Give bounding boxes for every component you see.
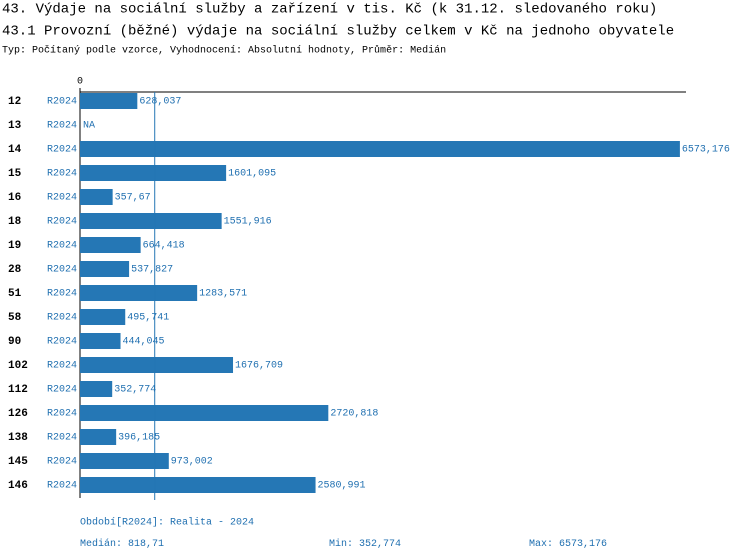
data-label: 2720,818: [330, 409, 378, 420]
category-label: 58: [8, 312, 22, 324]
series-label: R2024: [47, 241, 77, 252]
description: Typ: Počítaný podle vzorce, Vyhodnocení:…: [2, 44, 446, 57]
data-label: 973,002: [171, 457, 213, 468]
data-label: 1283,571: [199, 289, 247, 300]
series-label: R2024: [47, 385, 77, 396]
series-label: R2024: [47, 121, 77, 132]
series-label: R2024: [47, 361, 77, 372]
bar: [80, 309, 126, 325]
data-label: 396,185: [118, 433, 160, 444]
category-label: 13: [8, 120, 22, 132]
category-label: 18: [8, 216, 22, 228]
series-label: R2024: [47, 97, 77, 108]
series-label: R2024: [47, 337, 77, 348]
category-label: 14: [8, 144, 22, 156]
category-label: 146: [8, 480, 28, 492]
bar: [80, 189, 113, 205]
data-label: 1676,709: [235, 361, 283, 372]
data-label: 495,741: [127, 313, 169, 324]
bar: [80, 453, 169, 469]
data-label: NA: [83, 121, 95, 132]
series-label: R2024: [47, 481, 77, 492]
data-label: 1601,095: [228, 169, 276, 180]
series-label: R2024: [47, 265, 77, 276]
category-label: 12: [8, 96, 21, 108]
category-label: 90: [8, 336, 21, 348]
bar: [80, 357, 234, 373]
bar: [80, 333, 121, 349]
category-label: 138: [8, 432, 28, 444]
median-stat: Medián: 818,71: [80, 538, 164, 550]
data-label: 664,418: [143, 241, 185, 252]
bar: [80, 93, 138, 109]
bar: [80, 261, 130, 277]
series-label: R2024: [47, 433, 77, 444]
min-label: Min:: [329, 538, 353, 550]
series-label: R2024: [47, 313, 77, 324]
min-stat: Min: 352,774: [329, 538, 401, 550]
bar: [80, 477, 316, 493]
bar: [80, 405, 329, 421]
data-label: 357,67: [115, 193, 151, 204]
bar: [80, 429, 117, 445]
category-label: 16: [8, 192, 21, 204]
category-label: 145: [8, 456, 28, 468]
chart-title: 43. Výdaje na sociální služby a zařízení…: [2, 2, 657, 18]
data-label: 1551,916: [224, 217, 272, 228]
series-label: R2024: [47, 289, 77, 300]
category-label: 28: [8, 264, 22, 276]
bar: [80, 237, 141, 253]
data-label: 2580,991: [318, 481, 366, 492]
bar: [80, 165, 227, 181]
data-label: 444,045: [123, 337, 165, 348]
median-value: 818,71: [128, 539, 164, 550]
category-label: 112: [8, 384, 28, 396]
x-tick-label: 0: [77, 77, 83, 88]
data-label: 6573,176: [682, 145, 730, 156]
max-label: Max:: [529, 539, 553, 550]
min-value: 352,774: [359, 539, 401, 550]
chart-subtitle: 43.1 Provozní (běžné) výdaje na sociální…: [2, 24, 674, 40]
period-note: Období[R2024]: Realita - 2024: [80, 517, 254, 529]
bar: [80, 213, 222, 229]
data-label: 537,827: [131, 265, 173, 276]
max-value: 6573,176: [559, 539, 607, 550]
series-label: R2024: [47, 145, 77, 156]
series-label: R2024: [47, 193, 77, 204]
bar: [80, 285, 198, 301]
bar: [80, 141, 680, 157]
series-label: R2024: [47, 217, 77, 228]
series-label: R2024: [47, 169, 77, 180]
data-label: 352,774: [114, 385, 156, 396]
max-stat: Max: 6573,176: [529, 539, 607, 550]
category-label: 126: [8, 408, 28, 420]
category-label: 19: [8, 240, 21, 252]
data-label: 628,037: [139, 97, 181, 108]
category-label: 51: [8, 288, 22, 300]
series-label: R2024: [47, 409, 77, 420]
category-label: 102: [8, 360, 28, 372]
category-label: 15: [8, 168, 22, 180]
bar: [80, 381, 113, 397]
series-label: R2024: [47, 457, 77, 468]
median-label: Medián:: [80, 538, 122, 550]
